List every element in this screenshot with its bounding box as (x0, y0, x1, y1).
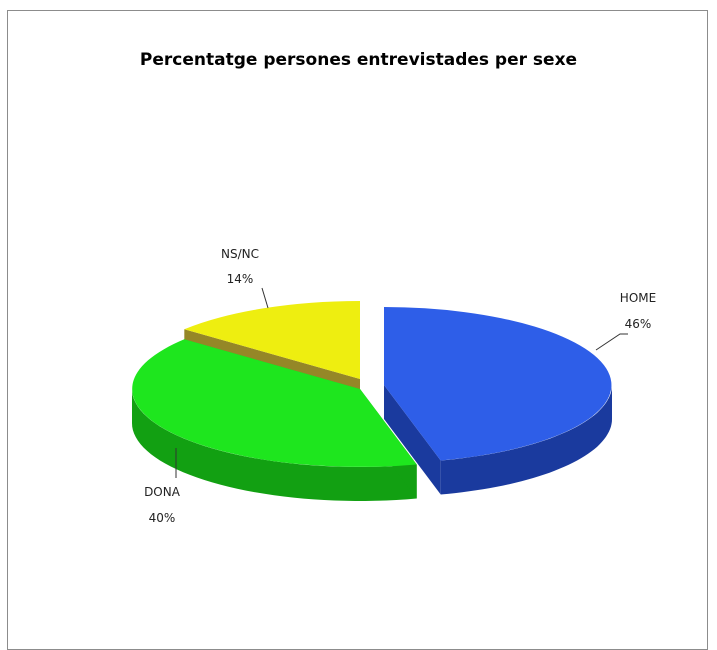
label-nsnc: NS/NC (221, 247, 259, 261)
slice-side-home (440, 385, 612, 495)
slice-dona (132, 339, 417, 467)
value-home: 46% (625, 317, 652, 331)
slice-cut-home-1 (384, 385, 441, 495)
value-nsnc: 14% (227, 272, 254, 286)
slice-home (384, 307, 612, 461)
leader-line-home (595, 333, 628, 351)
label-home: HOME (620, 291, 656, 305)
value-dona: 40% (149, 511, 176, 525)
pie-tops (132, 301, 612, 467)
slice-nsnc (184, 301, 360, 379)
slice-side-dona (132, 389, 417, 501)
leader-line-nsnc (261, 287, 269, 309)
label-dona: DONA (144, 485, 181, 499)
chart-title: Percentatge persones entrevistades per s… (139, 50, 578, 70)
